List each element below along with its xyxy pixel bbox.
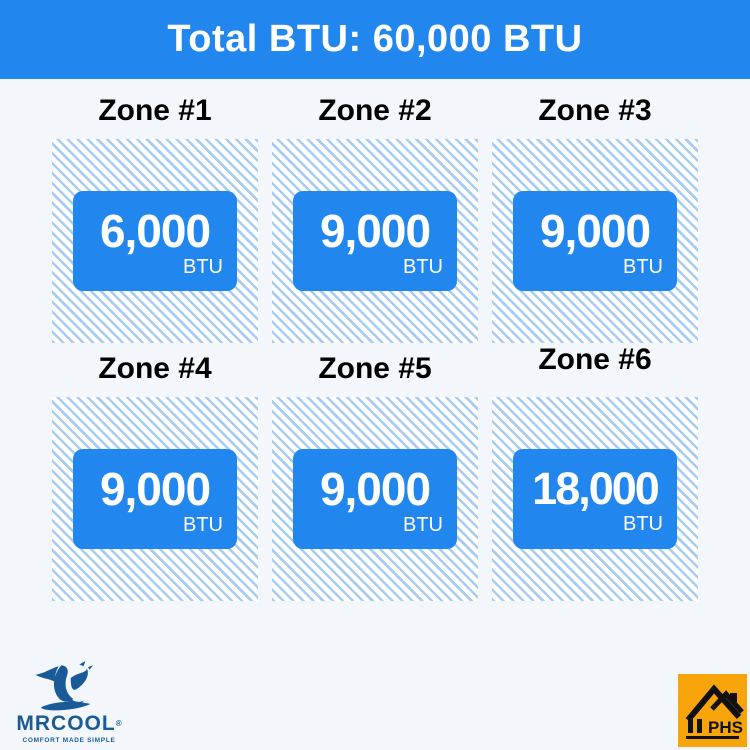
btu-value: 9,000	[539, 204, 651, 257]
btu-card: 6,000 BTU	[73, 191, 237, 291]
mrcool-tagline: COMFORT MADE SIMPLE	[22, 737, 116, 744]
zone-title: Zone #4	[98, 352, 212, 385]
zone-panel-3: Zone #3 9,000 BTU	[492, 79, 698, 343]
zone-hatch-area: 9,000 BTU	[492, 139, 698, 343]
zone-hatch-area: 9,000 BTU	[272, 397, 478, 601]
zone-panel-4: Zone #4 9,000 BTU	[52, 343, 258, 601]
mrcool-wordmark: MRCOOL®	[10, 712, 128, 736]
zone-panel-6: Zone #6 18,000 BTU	[492, 343, 698, 601]
btu-card: 9,000 BTU	[513, 191, 677, 291]
btu-unit: BTU	[403, 513, 443, 536]
house-roof-icon	[685, 684, 744, 722]
mrcool-name: MRCOOL	[16, 712, 116, 735]
btu-value: 9,000	[99, 462, 211, 515]
phs-underline	[686, 736, 739, 739]
btu-card: 9,000 BTU	[293, 191, 457, 291]
zone-hatch-area: 9,000 BTU	[52, 397, 258, 601]
btu-unit: BTU	[623, 513, 663, 535]
zone-panel-2: Zone #2 9,000 BTU	[272, 79, 478, 343]
penguin-mascot-icon	[35, 661, 94, 711]
btu-unit: BTU	[623, 255, 663, 278]
btu-value: 9,000	[319, 462, 431, 515]
phs-logo: PHS	[678, 674, 747, 747]
zone-panel-1: Zone #1 6,000 BTU	[52, 79, 258, 343]
btu-value: 18,000	[532, 463, 660, 514]
zone-title: Zone #1	[98, 94, 212, 127]
zone-title: Zone #3	[538, 94, 652, 127]
total-btu-header: Total BTU: 60,000 BTU	[0, 0, 750, 79]
btu-unit: BTU	[183, 513, 223, 536]
btu-unit: BTU	[403, 255, 443, 278]
zone-hatch-area: 9,000 BTU	[272, 139, 478, 343]
zones-grid: Zone #1 6,000 BTU Zone #2 9,000 BTU Zone…	[52, 79, 698, 601]
zone-panel-5: Zone #5 9,000 BTU	[272, 343, 478, 601]
zone-hatch-area: 18,000 BTU	[492, 397, 698, 601]
total-btu-title: Total BTU: 60,000 BTU	[167, 18, 583, 60]
phs-name: PHS	[708, 718, 743, 737]
zone-title: Zone #5	[318, 352, 432, 385]
btu-card: 9,000 BTU	[293, 449, 457, 549]
btu-card: 9,000 BTU	[73, 449, 237, 549]
registered-trademark-icon: ®	[115, 719, 122, 728]
zone-title: Zone #2	[318, 94, 432, 127]
btu-card: 18,000 BTU	[513, 449, 677, 549]
btu-unit: BTU	[183, 255, 223, 278]
mrcool-logo: MRCOOL® COMFORT MADE SIMPLE	[10, 659, 128, 744]
btu-value: 6,000	[99, 204, 211, 257]
zone-title: Zone #6	[538, 343, 652, 376]
zone-hatch-area: 6,000 BTU	[52, 139, 258, 343]
btu-value: 9,000	[319, 204, 431, 257]
